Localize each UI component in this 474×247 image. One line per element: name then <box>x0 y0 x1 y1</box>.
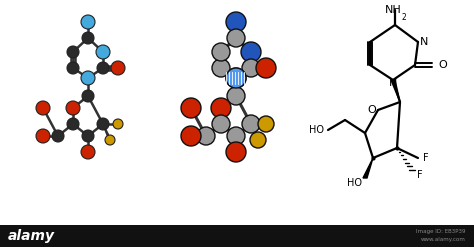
Circle shape <box>226 68 246 88</box>
Circle shape <box>82 32 94 44</box>
Circle shape <box>96 45 110 59</box>
Circle shape <box>250 132 266 148</box>
Circle shape <box>258 116 274 132</box>
Circle shape <box>242 59 260 77</box>
Circle shape <box>81 15 95 29</box>
Circle shape <box>227 29 245 47</box>
Circle shape <box>111 61 125 75</box>
Circle shape <box>66 101 80 115</box>
Text: F: F <box>423 153 428 163</box>
Circle shape <box>36 101 50 115</box>
Text: N: N <box>389 78 397 88</box>
Circle shape <box>52 130 64 142</box>
Text: NH: NH <box>384 5 401 15</box>
Circle shape <box>81 145 95 159</box>
Circle shape <box>67 118 79 130</box>
Circle shape <box>67 46 79 58</box>
Polygon shape <box>391 80 400 102</box>
Text: N: N <box>420 37 428 47</box>
Circle shape <box>212 43 230 61</box>
Circle shape <box>81 71 95 85</box>
Circle shape <box>97 118 109 130</box>
Circle shape <box>256 58 276 78</box>
Circle shape <box>227 127 245 145</box>
Text: F: F <box>417 170 423 180</box>
Text: HO: HO <box>347 178 362 188</box>
Circle shape <box>82 90 94 102</box>
Polygon shape <box>363 158 373 178</box>
Circle shape <box>82 130 94 142</box>
Circle shape <box>212 115 230 133</box>
Circle shape <box>36 129 50 143</box>
Text: HO: HO <box>309 125 324 135</box>
Circle shape <box>67 62 79 74</box>
Circle shape <box>181 126 201 146</box>
Circle shape <box>181 98 201 118</box>
Text: O: O <box>367 105 376 115</box>
Text: 2: 2 <box>402 13 407 22</box>
Text: www.alamy.com: www.alamy.com <box>421 238 466 243</box>
Circle shape <box>212 59 230 77</box>
Circle shape <box>113 119 123 129</box>
Circle shape <box>226 12 246 32</box>
Circle shape <box>211 98 231 118</box>
Circle shape <box>242 115 260 133</box>
Circle shape <box>241 42 261 62</box>
Bar <box>0 225 474 247</box>
Circle shape <box>226 142 246 162</box>
Circle shape <box>97 62 109 74</box>
Circle shape <box>227 87 245 105</box>
Text: alamy: alamy <box>8 229 55 243</box>
Circle shape <box>197 127 215 145</box>
Circle shape <box>226 68 246 88</box>
Text: O: O <box>438 60 447 70</box>
Circle shape <box>105 135 115 145</box>
Text: Image ID: EB3P39: Image ID: EB3P39 <box>417 229 466 234</box>
